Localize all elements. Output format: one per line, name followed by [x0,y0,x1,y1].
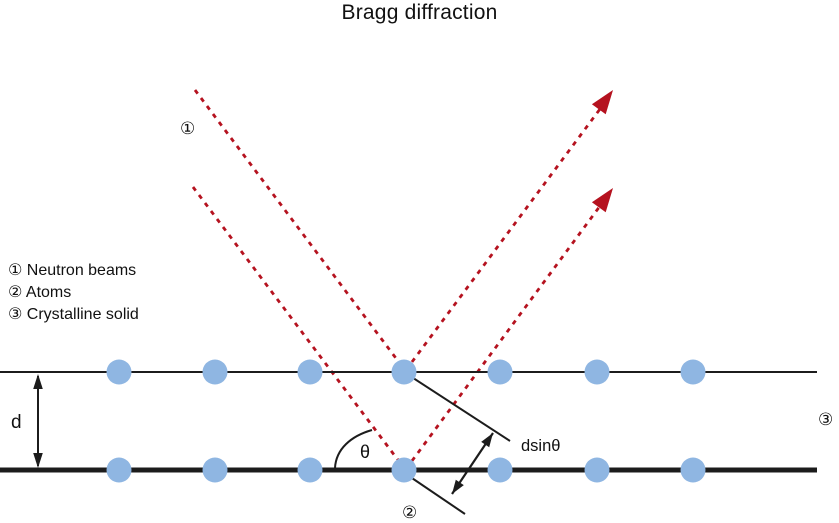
legend-item-atoms: ② Atoms [8,284,72,301]
atom [487,457,513,483]
path-difference-arrow-head-upper [481,433,493,448]
atom [202,457,228,483]
atom [584,457,610,483]
atom [584,359,610,385]
atom [202,359,228,385]
atom [391,359,417,385]
figure-title: Bragg diffraction [341,1,498,24]
legend-item-crystalline-solid: ③ Crystalline solid [8,306,139,323]
path-difference-arrow-head-lower [452,479,464,494]
atom [297,457,323,483]
reflected-beam-2-arrowhead [591,188,613,213]
incident-beam-1 [193,89,406,370]
path-difference-line-lower [405,473,466,515]
incident-beam-2 [191,186,406,469]
reflected-beam-2 [404,205,602,470]
plane-spacing-label: d [11,412,22,433]
atom [487,359,513,385]
legend-item-neutron-beams: ① Neutron beams [8,262,137,279]
atom [106,457,132,483]
atom [106,359,132,385]
path-difference-label: dsinθ [521,437,561,455]
atom [680,359,706,385]
path-difference-line-upper [406,373,511,442]
atom [391,457,417,483]
atom [680,457,706,483]
atom-marker: ② [402,503,418,522]
incident-beam-marker: ① [180,119,196,138]
legend: ① Neutron beams ② Atoms ③ Crystalline so… [8,260,139,326]
crystalline-solid-marker: ③ [818,410,834,429]
angle-theta-label: θ [360,442,371,462]
reflected-beam-1-arrowhead [591,90,613,115]
atom [297,359,323,385]
d-arrow-head-top [33,374,43,389]
theta-angle-arc [334,429,373,469]
reflected-beam-1 [404,108,602,371]
d-arrow-head-bottom [33,453,43,468]
